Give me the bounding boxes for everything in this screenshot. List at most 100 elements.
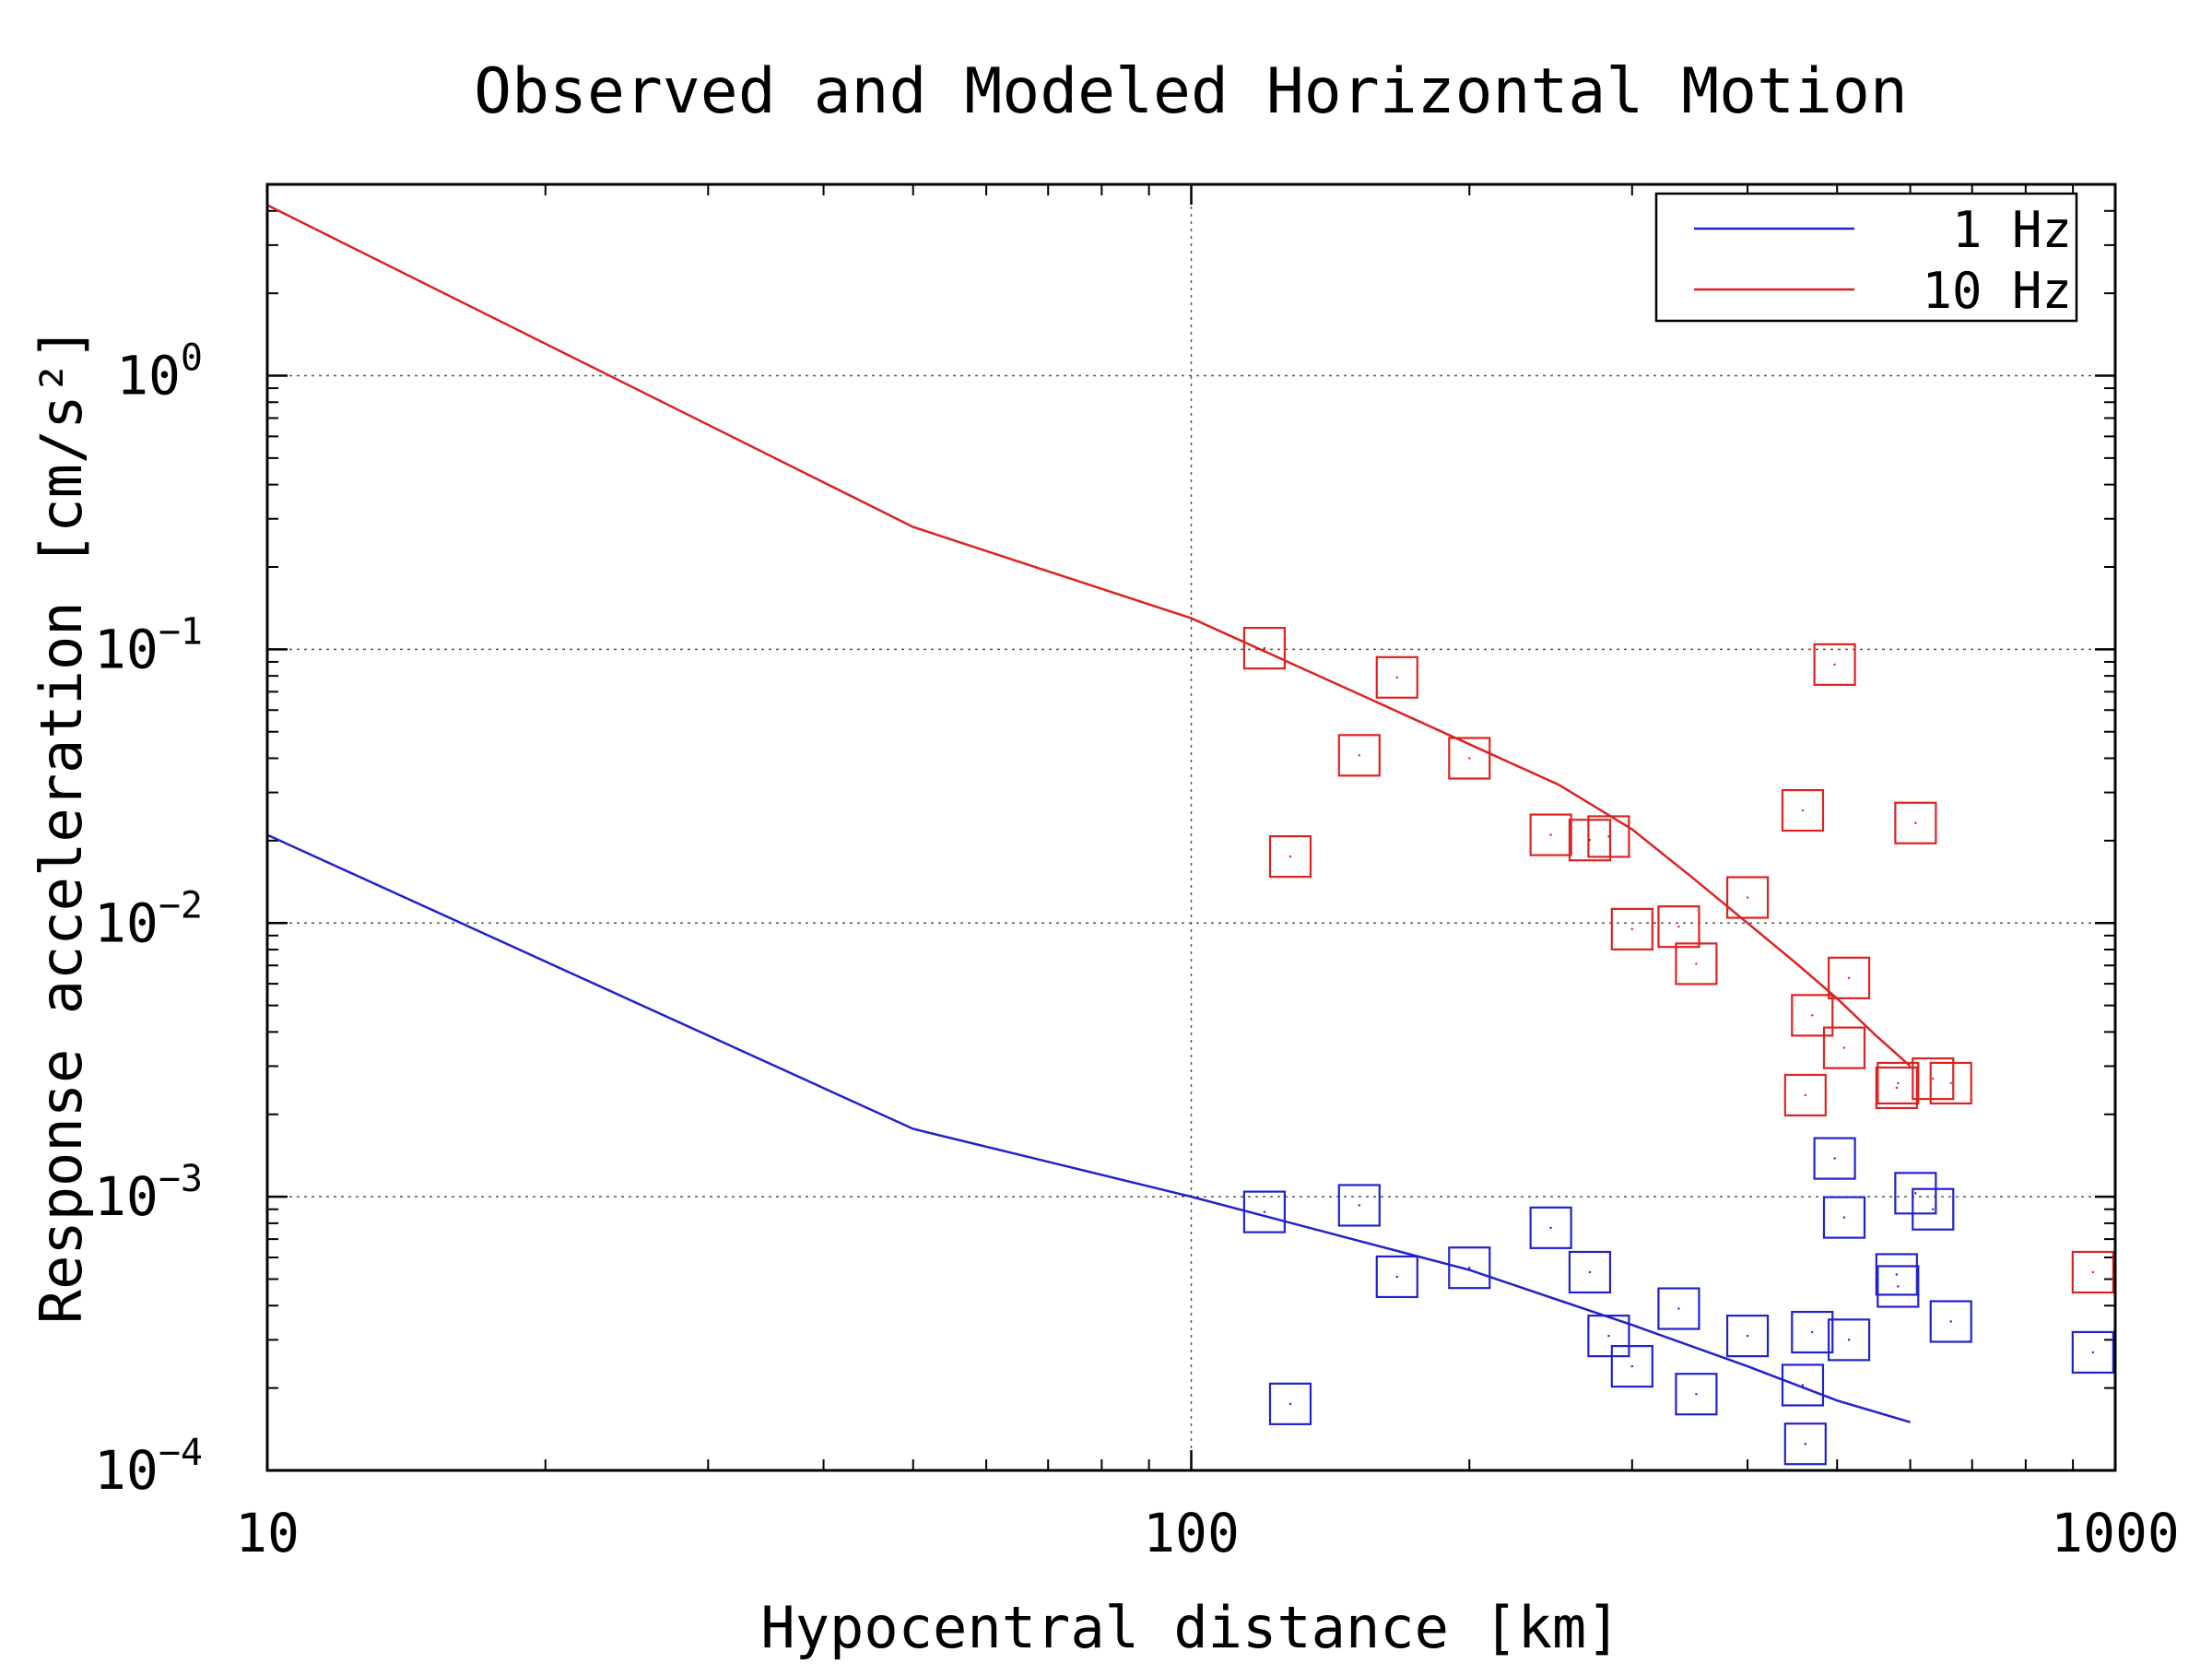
observed-point-1hz <box>1610 1345 1653 1388</box>
observed-point-center <box>1695 962 1698 965</box>
observed-point-1hz <box>1675 1373 1718 1416</box>
observed-point-10hz <box>1912 1056 1955 1101</box>
observed-point-center <box>1932 1208 1935 1210</box>
observed-point-center <box>1468 1267 1471 1269</box>
observed-point-10hz <box>1529 813 1572 856</box>
observed-point-10hz <box>1568 819 1612 862</box>
observed-point-center <box>1847 976 1851 980</box>
observed-point-10hz <box>1875 1066 1918 1110</box>
y-tick-labels: 10−4 10−3 10−2 10−1 100 <box>94 337 203 1502</box>
legend: 1 Hz 10 Hz <box>1654 192 2078 323</box>
observed-point-center <box>1549 1226 1552 1230</box>
observed-point-10hz <box>1894 801 1937 844</box>
observed-point-center <box>1630 1364 1634 1368</box>
observed-point-10hz <box>1813 643 1856 686</box>
observed-point-1hz <box>1725 1315 1770 1358</box>
observed-point-center <box>2091 1351 2095 1354</box>
observed-point-10hz <box>1929 1061 1972 1105</box>
observed-point-1hz <box>1268 1382 1312 1425</box>
observed-point-1hz <box>1337 1184 1381 1227</box>
observed-point-center <box>1895 1273 1899 1276</box>
observed-point-center <box>1897 1285 1900 1288</box>
x-axis-label: Hypocentral distance [km] <box>760 1594 1620 1659</box>
observed-point-center <box>1630 927 1634 931</box>
y-tick-label: 100 <box>116 337 203 407</box>
observed-point-center <box>1549 833 1552 836</box>
observed-point-center <box>1932 1077 1935 1080</box>
observed-point-10hz <box>1242 626 1286 670</box>
observed-point-center <box>1811 1014 1814 1017</box>
observed-point-center <box>1833 663 1836 667</box>
observed-point-center <box>1801 808 1805 812</box>
observed-point-10hz <box>1675 942 1718 985</box>
observed-point-center <box>1804 1443 1807 1446</box>
observed-point-center <box>1607 1334 1610 1338</box>
observed-point-center <box>1358 754 1360 757</box>
observed-point-10hz <box>1783 1073 1827 1117</box>
chart-title: Observed and Modeled Horizontal Motion <box>474 55 1908 128</box>
observed-point-10hz <box>1337 734 1381 777</box>
observed-point-center <box>1395 676 1398 679</box>
legend-box <box>1654 192 2078 323</box>
observed-point-10hz <box>1827 956 1871 999</box>
y-tick-label: 10−1 <box>94 610 203 680</box>
observed-point-1hz <box>1875 1253 1918 1296</box>
observed-point-1hz <box>1877 1265 1920 1308</box>
observed-point-1hz <box>1912 1187 1955 1231</box>
observed-point-10hz <box>1791 994 1834 1037</box>
observed-point-center <box>1395 1275 1398 1279</box>
observed-point-center <box>1914 1192 1917 1195</box>
observed-point-center <box>1746 896 1749 899</box>
observed-point-center <box>1949 1081 1952 1085</box>
observed-point-center <box>1677 1307 1680 1310</box>
observed-point-center <box>1288 1402 1292 1406</box>
observed-point-center <box>1746 1334 1749 1338</box>
observed-point-center <box>1801 1384 1805 1387</box>
observed-point-1hz <box>1783 1422 1827 1466</box>
observed-point-center <box>1695 1393 1698 1396</box>
observed-point-1hz <box>1894 1172 1937 1215</box>
x-tick-label: 100 <box>1143 1502 1240 1564</box>
observed-point-1hz <box>1375 1255 1418 1299</box>
observed-point-10hz <box>1610 907 1653 950</box>
observed-point-center <box>1842 1046 1846 1049</box>
x-tick-labels: 10 100 1000 <box>235 1502 2180 1564</box>
observed-point-center <box>2091 1270 2095 1274</box>
observed-point-center <box>1263 646 1266 650</box>
observed-point-1hz <box>1929 1300 1972 1343</box>
y-tick-label: 10−3 <box>94 1158 203 1228</box>
observed-point-1hz <box>1657 1287 1700 1330</box>
observed-point-10hz <box>1725 876 1770 919</box>
legend-label-1hz: 1 Hz <box>1952 201 2072 259</box>
observed-point-center <box>1949 1320 1952 1323</box>
observed-point-1hz <box>1827 1318 1871 1362</box>
observed-point-center <box>1842 1216 1846 1219</box>
observed-point-center <box>1833 1157 1836 1160</box>
observed-point-10hz <box>1657 905 1700 949</box>
observed-point-10hz <box>1448 737 1491 780</box>
observed-point-center <box>1358 1204 1360 1207</box>
x-tick-label: 1000 <box>2051 1502 2180 1564</box>
observed-point-10hz <box>1375 655 1418 699</box>
observed-point-center <box>1263 1210 1266 1213</box>
observed-point-1hz <box>1813 1137 1856 1180</box>
observed-point-center <box>1588 1270 1592 1274</box>
observed-point-1hz <box>1791 1310 1834 1354</box>
observed-point-1hz <box>1529 1206 1572 1249</box>
observed-point-10hz <box>1781 788 1825 832</box>
y-axis-label: Response acceleration [cm/s²] <box>28 326 95 1325</box>
observed-point-center <box>1897 1081 1900 1085</box>
observed-point-center <box>1677 925 1680 928</box>
observed-point-1hz <box>2071 1330 2114 1375</box>
observed-point-center <box>1288 855 1292 858</box>
observed-point-center <box>1914 821 1917 824</box>
legend-label-10hz: 10 Hz <box>1922 262 2072 320</box>
observed-points <box>1242 626 2114 1466</box>
observed-point-center <box>1847 1339 1851 1341</box>
observed-point-10hz <box>1268 835 1312 879</box>
observed-point-center <box>1468 757 1471 760</box>
observed-point-center <box>1607 835 1610 838</box>
x-tick-label: 10 <box>235 1502 300 1564</box>
